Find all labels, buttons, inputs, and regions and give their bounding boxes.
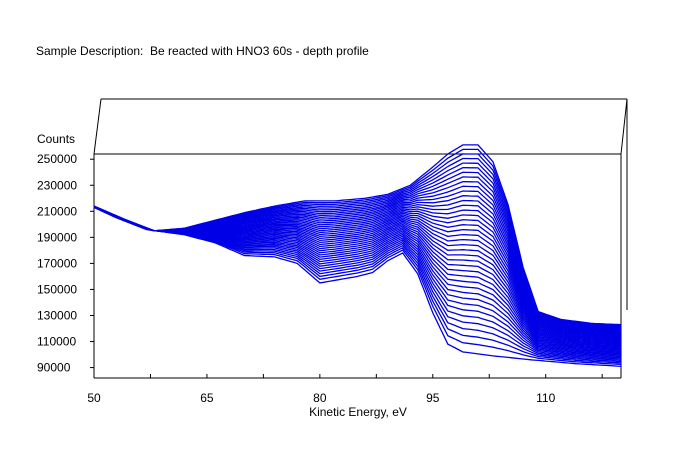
x-tick-label: 50 (87, 391, 101, 405)
x-axis-label: Kinetic Energy, eV (309, 405, 407, 419)
chart-title: Sample Description: Be reacted with HNO3… (36, 44, 369, 58)
y-tick-label: 250000 (37, 152, 77, 166)
y-axis-label: Counts (37, 132, 75, 146)
spectrum-line (93, 171, 622, 331)
y-tick-label: 230000 (37, 178, 77, 192)
spectrum-line (93, 185, 622, 334)
y-tick-label: 170000 (37, 256, 77, 270)
y-tick-label: 190000 (37, 230, 77, 244)
spectrum-line (93, 157, 622, 328)
x-tick-label: 80 (313, 391, 327, 405)
y-tick-label: 150000 (37, 282, 77, 296)
y-tick-label: 210000 (37, 204, 77, 218)
x-tick-label: 110 (536, 391, 555, 405)
y-tick-label: 90000 (37, 361, 71, 375)
y-tick-label: 130000 (37, 308, 77, 322)
y-tick-label: 110000 (37, 335, 76, 349)
right-depth-edge (620, 98, 628, 155)
x-tick-label: 95 (426, 391, 440, 405)
x-tick-label: 65 (200, 391, 214, 405)
spectrum-line (93, 144, 622, 326)
spectrum-line (93, 148, 622, 327)
left-depth-edge (93, 98, 102, 155)
